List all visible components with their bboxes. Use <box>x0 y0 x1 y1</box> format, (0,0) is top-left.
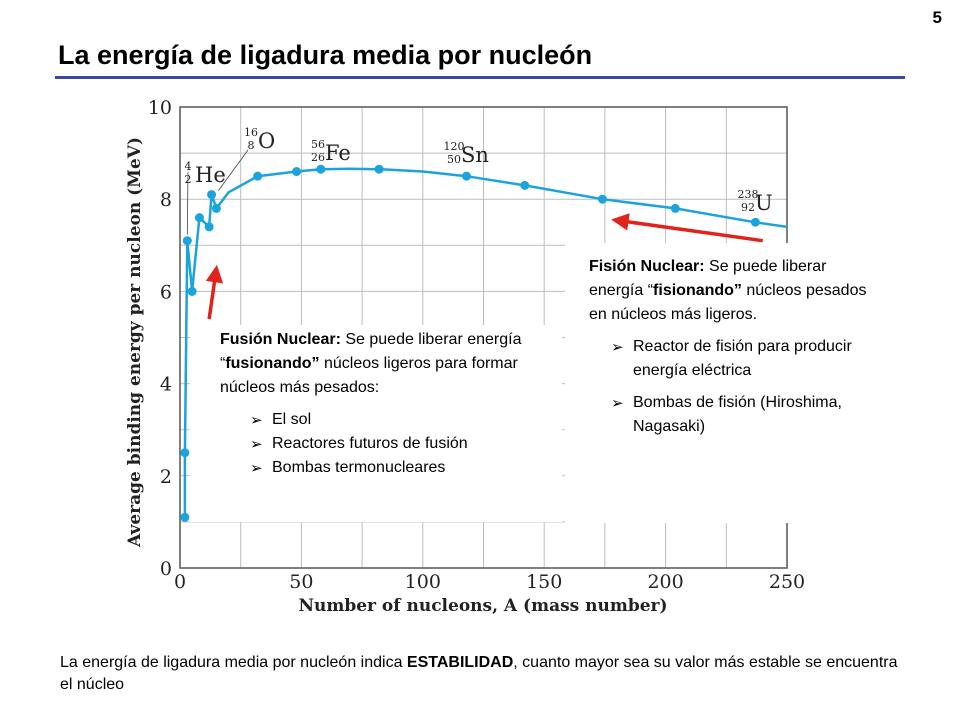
data-point <box>462 171 472 181</box>
data-point <box>194 213 204 223</box>
data-point <box>180 512 190 522</box>
data-point <box>180 448 190 458</box>
data-point <box>182 236 192 246</box>
arrow-bullet-icon: ➢ <box>611 394 624 412</box>
element-symbol: U <box>755 191 773 215</box>
caption-text: La energía de ligadura media por nucleón… <box>60 654 898 693</box>
mass-number: 56 <box>311 138 325 151</box>
atomic-number: 50 <box>447 153 461 166</box>
data-point <box>207 190 217 200</box>
fission-examples-list: ➢ Reactor de fisión para producir energía… <box>611 335 883 439</box>
y-axis-label: Average binding energy per nucleon (MeV) <box>125 137 145 548</box>
data-point <box>187 286 197 296</box>
fission-info-box: Fisión Nuclear: Se puede liberar energía… <box>565 243 883 523</box>
element-symbol: O <box>258 129 275 153</box>
x-tick-label: 250 <box>769 571 805 593</box>
fusion-info-box: Fusión Nuclear: Se puede liberar energía… <box>190 325 562 522</box>
y-tick-label: 10 <box>148 97 172 119</box>
element-symbol: Fe <box>325 141 351 165</box>
list-item: ➢ El sol <box>250 408 562 432</box>
x-axis-label: Number of nucleons, A (mass number) <box>298 596 667 616</box>
data-point <box>316 164 326 174</box>
arrow-bullet-icon: ➢ <box>250 459 263 477</box>
x-tick-label: 200 <box>647 571 683 593</box>
data-point <box>292 167 302 177</box>
data-points <box>180 164 760 522</box>
title-underline <box>55 76 905 79</box>
element-symbol: He <box>195 163 226 187</box>
element-symbol: Sn <box>461 143 489 167</box>
atomic-number: 26 <box>311 151 325 164</box>
atomic-number: 92 <box>741 201 755 214</box>
data-point <box>253 171 263 181</box>
fission-description: Fisión Nuclear: Se puede liberar energía… <box>589 258 867 323</box>
y-tick-label: 0 <box>160 558 172 580</box>
data-point <box>211 203 221 213</box>
mass-number: 120 <box>444 140 465 153</box>
mass-number: 4 <box>185 160 192 173</box>
mass-number: 16 <box>244 126 258 139</box>
mass-number: 238 <box>738 188 759 201</box>
list-item: ➢ Bombas termonucleares <box>250 456 562 480</box>
y-tick-label: 8 <box>160 189 172 211</box>
data-point <box>597 194 607 204</box>
arrow-bullet-icon: ➢ <box>611 338 624 356</box>
list-item: ➢ Reactor de fisión para producir energía… <box>611 335 883 383</box>
y-tick-label: 6 <box>160 281 172 303</box>
leader-line <box>186 171 189 235</box>
page-number: 5 <box>932 8 942 27</box>
data-point <box>204 222 214 232</box>
arrow-bullet-icon: ➢ <box>250 435 263 453</box>
fusion-examples-list: ➢ El sol ➢ Reactores futuros de fusión ➢ Bo… <box>250 408 562 480</box>
x-tick-label: 100 <box>405 571 441 593</box>
data-point <box>520 180 530 190</box>
y-tick-label: 2 <box>160 466 172 488</box>
chart-ticks: 0 50 100 150 200 250 0 2 4 6 8 10 <box>148 97 805 593</box>
x-tick-label: 50 <box>289 571 313 593</box>
data-point <box>374 164 384 174</box>
leader-line <box>218 149 249 191</box>
arrow-bullet-icon: ➢ <box>250 411 263 429</box>
atomic-number: 8 <box>248 139 255 152</box>
list-item: ➢ Reactores futuros de fusión <box>250 432 562 456</box>
list-item: ➢ Bombas de fisión (Hiroshima, Nagasaki) <box>611 391 883 439</box>
isotope-label-o: 168 O <box>244 126 275 153</box>
x-tick-label: 150 <box>526 571 562 593</box>
fusion-description: Fusión Nuclear: Se puede liberar energía… <box>220 331 522 396</box>
data-point <box>750 217 760 227</box>
slide-title: La energía de ligadura media por nucleón <box>58 40 593 70</box>
x-tick-label: 0 <box>174 571 186 593</box>
data-point <box>670 203 680 213</box>
y-tick-label: 4 <box>160 374 172 396</box>
isotope-label-he: 42He <box>185 160 226 187</box>
